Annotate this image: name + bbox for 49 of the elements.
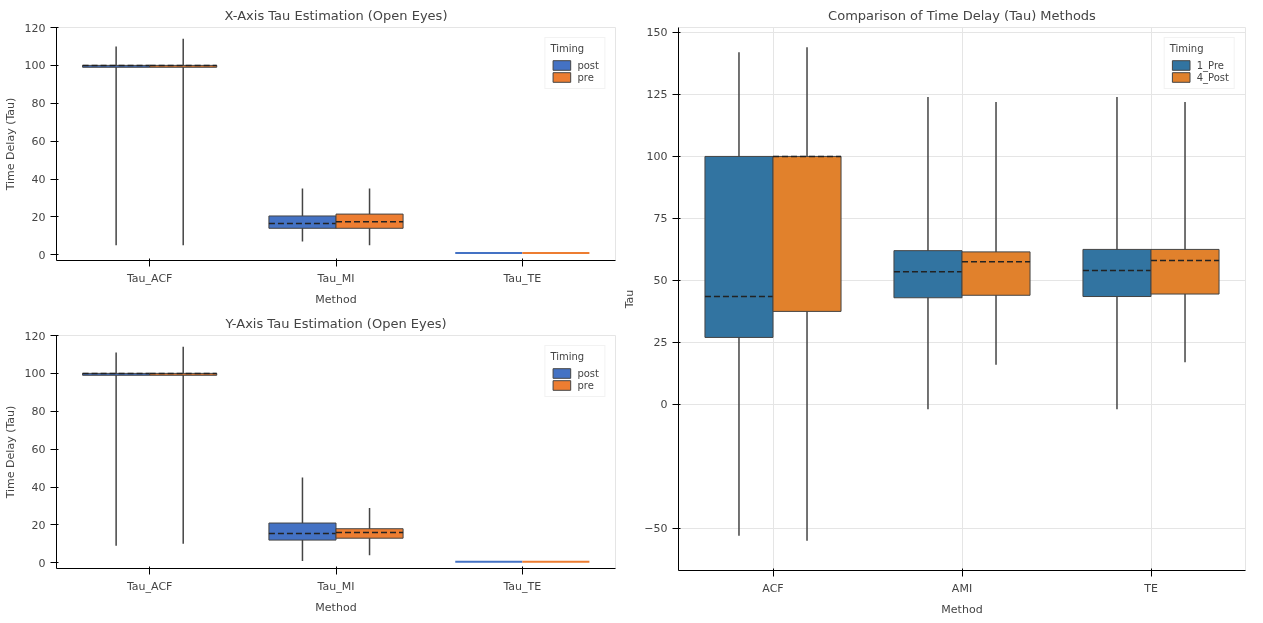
chart-title: Y-Axis Tau Estimation (Open Eyes) [224,315,447,331]
y-tick-label: −50 [644,522,668,536]
y-tick-label: 40 [31,481,46,495]
y-tick-label: 150 [646,26,668,40]
y-tick-label: 120 [24,21,46,35]
x-tick-label: Tau_TE [502,579,542,593]
y-tick-label: 75 [653,212,668,226]
legend-title: Timing [550,43,586,54]
legend-label: post [577,367,599,379]
chart-title: Comparison of Time Delay (Tau) Methods [828,7,1097,23]
x-tick-label: Tau_ACF [125,271,173,285]
x-tick-label: TE [1143,581,1158,595]
y-tick-label: 20 [31,518,46,532]
x-axis-title: Method [941,602,983,616]
y-tick-label: 20 [31,210,46,224]
x-tick-label: Tau_MI [316,579,355,593]
legend-label: post [577,59,599,71]
y-tick-label: 0 [38,248,46,262]
y-tick-label: 0 [660,398,668,412]
y-tick-label: 0 [38,556,46,570]
legend-title: Timing [550,351,586,362]
x-axis-title: Method [315,600,357,614]
legend-title: Timing [1169,43,1205,54]
y-tick-label: 100 [24,367,46,381]
x-tick-label: ACF [762,581,784,595]
y-tick-label: 80 [31,405,46,419]
y-axis-title: Time Delay (Tau) [3,405,17,500]
y-tick-label: 50 [653,274,668,288]
x-tick-label: Tau_TE [502,271,542,285]
x-tick-label: AMI [951,581,973,595]
x-axis-title: Method [315,292,357,306]
legend-label: 1_Pre [1196,59,1224,71]
x-tick-label: Tau_MI [316,271,355,285]
y-tick-label: 40 [31,173,46,187]
y-tick-label: 125 [646,88,668,102]
y-tick-label: 60 [31,443,46,457]
y-tick-label: 100 [646,150,668,164]
y-tick-label: 80 [31,97,46,111]
legend-label: pre [577,379,595,391]
y-tick-label: 60 [31,135,46,149]
y-axis-title: Time Delay (Tau) [3,97,17,192]
y-axis-title: Tau [623,289,637,310]
legend-label: pre [577,71,595,83]
y-tick-label: 120 [24,329,46,343]
y-tick-label: 100 [24,59,46,73]
legend-label: 4_Post [1196,71,1229,83]
chart-title: X-Axis Tau Estimation (Open Eyes) [224,7,448,23]
x-tick-label: Tau_ACF [125,579,173,593]
y-tick-label: 25 [653,336,668,350]
